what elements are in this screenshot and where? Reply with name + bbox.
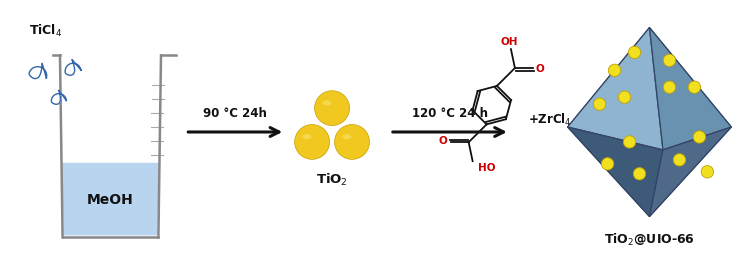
Ellipse shape (323, 100, 331, 106)
Polygon shape (649, 127, 731, 217)
Polygon shape (568, 104, 649, 217)
Circle shape (664, 54, 676, 67)
Polygon shape (568, 28, 663, 150)
Circle shape (628, 46, 640, 59)
Polygon shape (52, 90, 67, 104)
Circle shape (673, 154, 685, 166)
Polygon shape (62, 163, 159, 236)
Polygon shape (65, 60, 81, 75)
Circle shape (694, 131, 706, 143)
Circle shape (335, 125, 369, 159)
Circle shape (688, 81, 700, 93)
Polygon shape (568, 28, 649, 127)
Polygon shape (568, 127, 663, 217)
Circle shape (664, 81, 676, 93)
Circle shape (294, 125, 330, 159)
Polygon shape (29, 63, 46, 79)
Circle shape (601, 158, 613, 170)
Polygon shape (636, 104, 731, 217)
Text: O: O (536, 64, 545, 74)
Text: 120 °C 24 h: 120 °C 24 h (412, 107, 488, 120)
Circle shape (701, 166, 714, 178)
Text: TiO$_2$@UIO-66: TiO$_2$@UIO-66 (604, 231, 695, 248)
Circle shape (608, 64, 621, 76)
Circle shape (619, 91, 631, 103)
Ellipse shape (342, 134, 351, 139)
Text: MeOH: MeOH (87, 193, 134, 207)
Text: +ZrCl$_4$: +ZrCl$_4$ (528, 112, 571, 128)
Text: OH: OH (500, 37, 518, 47)
Polygon shape (649, 28, 731, 150)
Circle shape (634, 168, 646, 180)
Text: TiCl$_4$: TiCl$_4$ (28, 23, 62, 39)
Circle shape (623, 136, 636, 148)
Ellipse shape (303, 134, 312, 139)
Circle shape (593, 98, 606, 110)
Text: TiO$_2$: TiO$_2$ (316, 172, 348, 188)
Circle shape (315, 91, 350, 126)
Polygon shape (636, 28, 731, 127)
Text: HO: HO (478, 163, 495, 173)
Text: O: O (439, 136, 448, 146)
Text: 90 °C 24h: 90 °C 24h (203, 107, 267, 120)
